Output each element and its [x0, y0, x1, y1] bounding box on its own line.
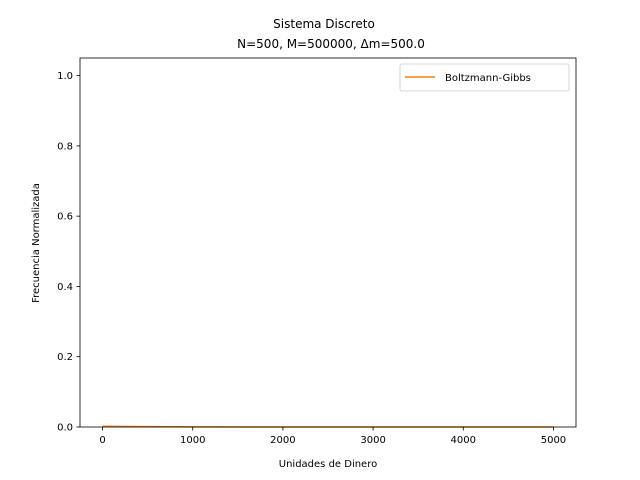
chart-title: Sistema Discreto: [273, 17, 375, 31]
y-tick-label: 0.4: [57, 282, 73, 293]
x-axis-label: Unidades de Dinero: [279, 459, 377, 470]
y-axis-label: Frecuencia Normalizada: [31, 183, 42, 303]
y-tick-label: 1.0: [57, 71, 73, 82]
x-tick-label: 2000: [270, 435, 295, 446]
plot-area: 0 1000 2000 3000 4000 5000 0.0 0.2 0.4 0.6 0.8 1.0: [57, 57, 577, 446]
x-tick-label: 1000: [180, 435, 205, 446]
chart-subtitle: N=500, M=500000, Δm=500.0: [237, 37, 425, 51]
y-tick-label: 0.6: [57, 212, 73, 223]
y-tick-label: 0.0: [57, 423, 73, 434]
x-tick-label: 3000: [360, 435, 385, 446]
y-tick-label: 0.2: [57, 352, 73, 363]
y-tick-label: 0.8: [57, 141, 73, 152]
legend-label-boltzmann-gibbs: Boltzmann-Gibbs: [445, 73, 531, 84]
legend-box: [399, 63, 570, 92]
x-tick-label: 4000: [451, 435, 476, 446]
x-tick-label: 5000: [541, 435, 566, 446]
legend: Boltzmann-Gibbs: [399, 63, 570, 92]
x-tick-label: 0: [99, 435, 105, 446]
axes-frame: [79, 57, 577, 428]
